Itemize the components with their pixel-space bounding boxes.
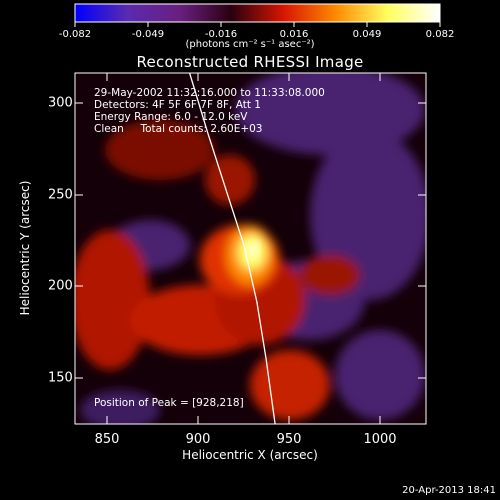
info-detectors: Detectors: 4F 5F 6F 7F 8F, Att 1 [94,99,261,111]
x-tick-label: 1000 [363,432,397,447]
colorbar-tick-label: -0.082 [58,29,92,40]
y-axis-label: Heliocentric Y (arcsec) [18,180,32,316]
x-tick-label: 850 [94,432,120,447]
y-axis-ticks [75,102,426,379]
y-tick-label: 150 [48,370,73,386]
purple-region-br [335,330,425,420]
chart-title: Reconstructed RHESSI Image [136,53,364,71]
info-energy-range: Energy Range: 6.0 - 12.0 keV [94,111,248,123]
peak-position-label: Position of Peak = [928,218] [94,397,244,409]
peak-spot [247,242,259,258]
colorbar-tick-label: 0.049 [352,29,382,40]
colorbar-ticks [74,22,441,27]
red-region-right [300,255,360,295]
colorbar [75,4,440,22]
plot-frame [74,72,427,425]
red-region-bottom [250,350,330,420]
timestamp: 20-Apr-2013 18:41 [402,485,496,496]
colorbar-tick-label: 0.016 [279,29,309,40]
info-time-range: 29-May-2002 11:32:16.000 to 11:33:08.000 [94,87,325,99]
y-tick-label: 250 [48,187,73,203]
red-region-upper [205,155,255,205]
solar-limb-line [188,73,276,424]
colorbar-tick-label: -0.016 [204,29,238,40]
x-axis-label: Heliocentric X (arcsec) [182,448,318,462]
red-region-top [105,120,215,180]
flux-blobs [75,73,426,424]
colorbar-tick-label: 0.082 [425,29,455,40]
x-tick-label: 900 [185,432,211,447]
y-tick-label: 200 [48,278,73,294]
colorbar-tick-label: -0.049 [131,29,165,40]
colorbar-units: (photons cm⁻² s⁻¹ asec⁻²) [185,39,315,50]
purple-region-bl [80,390,160,424]
x-tick-label: 950 [276,432,302,447]
flux-map [75,73,426,424]
x-axis-ticks [106,73,381,424]
colorbar-frame [74,3,441,23]
info-clean-counts: Clean Total counts: 2.60E+03 [94,123,263,135]
y-tick-label: 300 [48,95,73,111]
red-region-left [75,230,150,370]
